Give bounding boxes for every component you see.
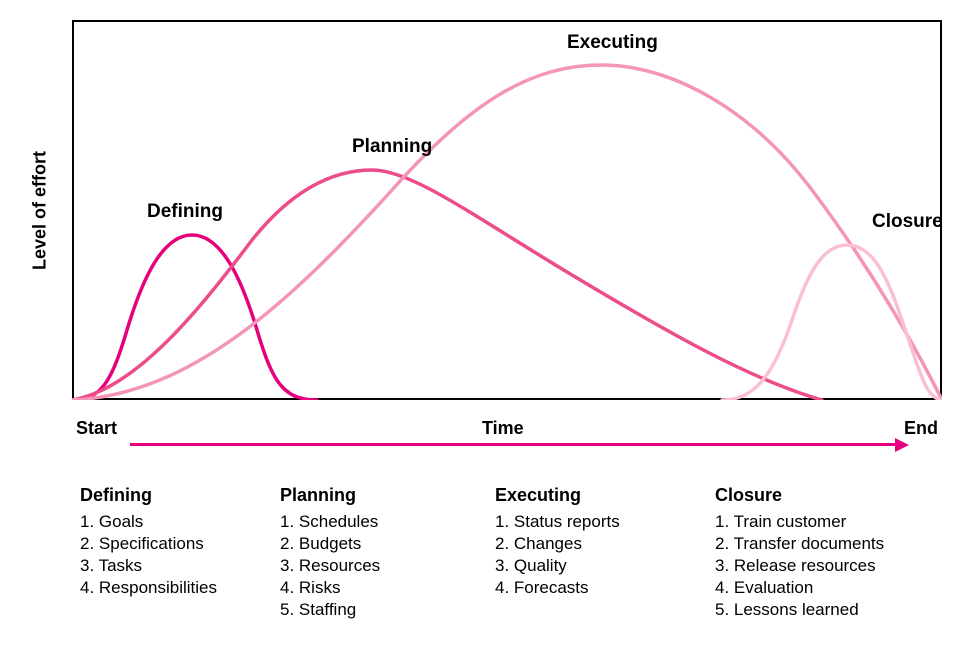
list-title: Executing [495,485,715,506]
list-item: 4. Risks [280,578,495,598]
phase-lists: Defining 1. Goals2. Specifications3. Task… [80,485,945,622]
list-item: 5. Lessons learned [715,600,945,620]
list-item: 3. Tasks [80,556,280,576]
diagram-container: Level of effort DefiningPlanningExecutin… [0,0,975,659]
axis-start-label: Start [76,418,117,439]
list-col-executing: Executing 1. Status reports2. Changes3. Q… [495,485,715,622]
list-title: Planning [280,485,495,506]
list-item: 2. Specifications [80,534,280,554]
list-item: 1. Goals [80,512,280,532]
y-axis-label: Level of effort [30,141,51,281]
list-item: 2. Transfer documents [715,534,945,554]
list-item: 1. Train customer [715,512,945,532]
list-title: Closure [715,485,945,506]
axis-end-label: End [904,418,938,439]
curve-label-planning: Planning [352,136,432,158]
curve-label-closure: Closure [872,211,943,233]
time-arrow-line [130,443,895,446]
list-item: 1. Status reports [495,512,715,532]
list-item: 4. Forecasts [495,578,715,598]
curve-defining [72,235,317,400]
list-item: 3. Quality [495,556,715,576]
curve-label-defining: Defining [147,201,223,223]
list-item: 2. Changes [495,534,715,554]
list-col-defining: Defining 1. Goals2. Specifications3. Task… [80,485,280,622]
list-item: 2. Budgets [280,534,495,554]
list-item: 3. Release resources [715,556,945,576]
curve-label-executing: Executing [567,32,658,54]
list-item: 4. Responsibilities [80,578,280,598]
axis-mid-label: Time [482,418,524,439]
list-col-closure: Closure 1. Train customer2. Transfer docu… [715,485,945,622]
list-item: 4. Evaluation [715,578,945,598]
list-item: 5. Staffing [280,600,495,620]
list-col-planning: Planning 1. Schedules2. Budgets3. Resourc… [280,485,495,622]
list-item: 1. Schedules [280,512,495,532]
list-title: Defining [80,485,280,506]
list-item: 3. Resources [280,556,495,576]
curve-executing [72,65,942,400]
time-arrow-head [895,438,909,452]
